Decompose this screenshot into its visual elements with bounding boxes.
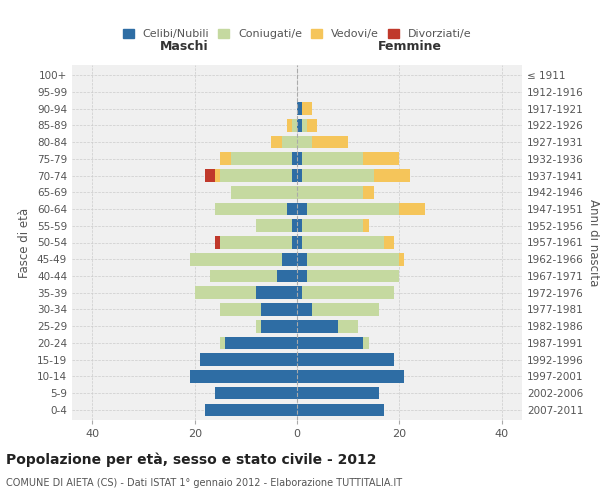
Bar [297,336,364,349]
Bar [210,270,277,282]
Bar [297,320,338,332]
Bar [230,152,292,165]
Bar [399,253,404,266]
Bar [297,270,307,282]
Bar [226,336,297,349]
Bar [313,136,348,148]
Y-axis label: Fasce di età: Fasce di età [19,208,31,278]
Bar [297,370,404,382]
Bar [195,286,256,299]
Bar [256,220,292,232]
Bar [302,220,364,232]
Bar [292,152,297,165]
Bar [297,102,302,115]
Bar [364,152,399,165]
Bar [281,253,297,266]
Bar [190,370,297,382]
Bar [292,220,297,232]
Bar [220,169,292,182]
Bar [261,320,297,332]
Bar [297,186,364,198]
Bar [302,169,374,182]
Bar [399,202,425,215]
Bar [220,303,261,316]
Bar [281,136,297,148]
Bar [297,236,302,249]
Bar [313,303,379,316]
Bar [256,320,261,332]
Bar [205,169,215,182]
Bar [297,220,302,232]
Text: Popolazione per età, sesso e stato civile - 2012: Popolazione per età, sesso e stato civil… [6,452,377,467]
Bar [297,136,313,148]
Bar [271,136,281,148]
Bar [230,186,297,198]
Text: Maschi: Maschi [160,40,209,54]
Bar [297,387,379,400]
Bar [205,404,297,416]
Bar [277,270,297,282]
Bar [302,152,364,165]
Bar [307,270,399,282]
Bar [297,202,307,215]
Bar [297,404,384,416]
Bar [307,119,317,132]
Bar [220,236,292,249]
Bar [215,169,220,182]
Bar [215,236,220,249]
Bar [364,336,368,349]
Text: COMUNE DI AIETA (CS) - Dati ISTAT 1° gennaio 2012 - Elaborazione TUTTITALIA.IT: COMUNE DI AIETA (CS) - Dati ISTAT 1° gen… [6,478,402,488]
Text: Femmine: Femmine [377,40,442,54]
Bar [220,336,226,349]
Bar [364,186,374,198]
Bar [297,303,313,316]
Bar [302,102,313,115]
Bar [292,236,297,249]
Bar [307,253,399,266]
Bar [297,286,302,299]
Bar [292,169,297,182]
Legend: Celibi/Nubili, Coniugati/e, Vedovi/e, Divorziati/e: Celibi/Nubili, Coniugati/e, Vedovi/e, Di… [118,24,476,44]
Bar [287,202,297,215]
Bar [215,202,287,215]
Bar [297,354,394,366]
Bar [302,236,384,249]
Bar [364,220,368,232]
Bar [302,119,307,132]
Bar [190,253,281,266]
Bar [297,119,302,132]
Bar [200,354,297,366]
Bar [338,320,358,332]
Bar [220,152,230,165]
Bar [307,202,399,215]
Bar [292,119,297,132]
Bar [287,119,292,132]
Bar [256,286,297,299]
Bar [261,303,297,316]
Bar [374,169,410,182]
Bar [297,152,302,165]
Bar [302,286,394,299]
Bar [215,387,297,400]
Bar [384,236,394,249]
Bar [297,169,302,182]
Y-axis label: Anni di nascita: Anni di nascita [587,199,600,286]
Bar [297,253,307,266]
